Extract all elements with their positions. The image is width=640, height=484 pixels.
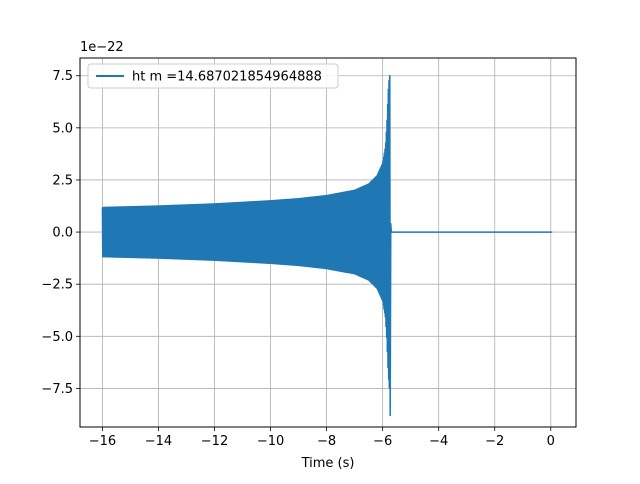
x-tick-label: −10 [257,434,284,449]
y-tick-label: −2.5 [41,278,73,293]
axes-frame [79,57,577,428]
plot-area [101,74,553,417]
y-tick-label: 7.5 [52,69,73,84]
x-tick-label: −6 [373,434,392,449]
y-tick-label: −7.5 [41,382,73,397]
x-ticks: −16 −14 −12 −10 −8 −6 −4 −2 0 [89,427,555,449]
x-tick-label: −12 [201,434,228,449]
y-tick-label: 2.5 [52,173,73,188]
x-tick-label: −14 [145,434,172,449]
legend: ht m =14.687021854964888 [87,63,339,89]
x-tick-label: 0 [547,434,555,449]
legend-entry-label: ht m =14.687021854964888 [132,70,322,85]
series-line-ht [101,74,553,417]
x-tick-label: −4 [429,434,448,449]
y-tick-label: 5.0 [52,121,73,136]
legend-box [87,63,339,89]
y-tick-label: −5.0 [41,330,73,345]
x-tick-label: −2 [485,434,504,449]
x-axis-label: Time (s) [301,456,355,471]
y-tick-label: 0.0 [52,226,73,241]
y-offset-label: 1e−22 [80,40,124,55]
x-tick-label: −8 [317,434,336,449]
y-ticks: −7.5 −5.0 −2.5 0.0 2.5 5.0 7.5 [41,69,80,397]
x-tick-label: −16 [89,434,116,449]
